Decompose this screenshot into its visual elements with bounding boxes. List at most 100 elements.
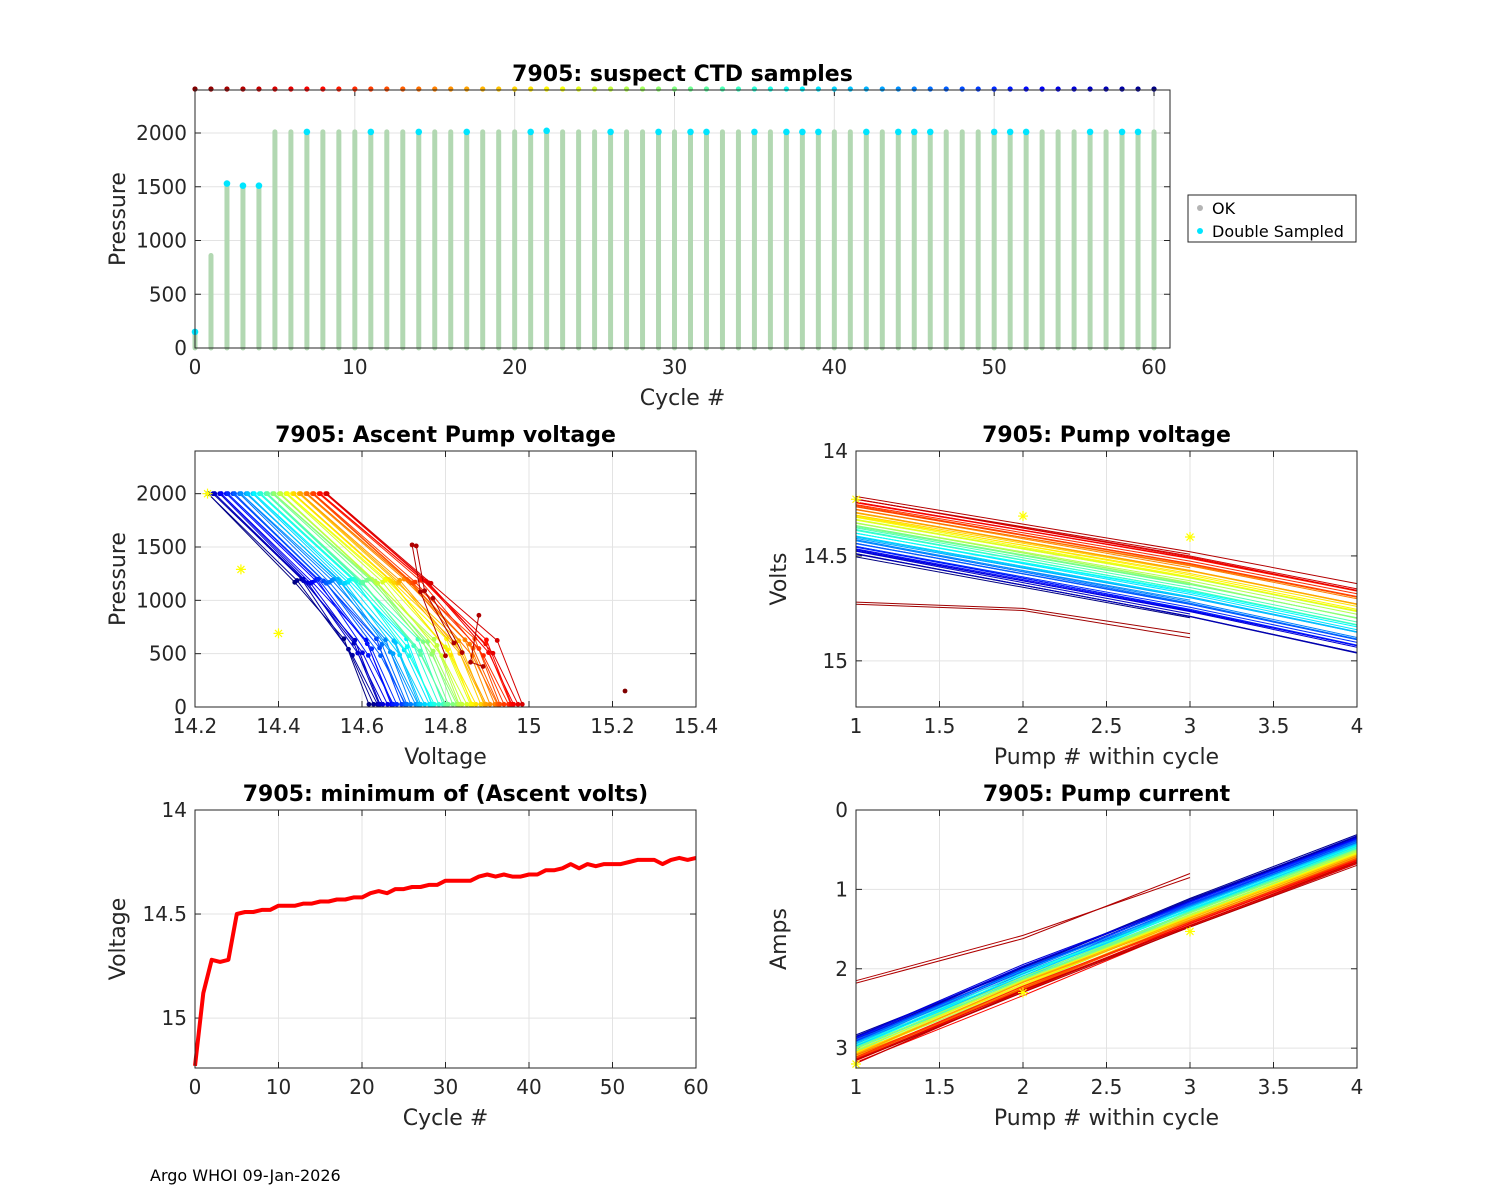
cycle-marker-5 <box>272 86 278 92</box>
ascent-series-58 <box>212 493 378 705</box>
ascent-series-59 <box>207 493 374 705</box>
y-tick-label: 14 <box>162 798 187 822</box>
y-tick-label: 15 <box>823 649 848 673</box>
ascent-point <box>468 659 473 665</box>
ascent-point <box>422 701 428 707</box>
cycle-marker-21 <box>528 86 534 92</box>
ascent-series-45 <box>240 493 412 705</box>
x-axis-label: Voltage <box>404 745 487 770</box>
axes-ascent: 14.2 14.4 14.6 14.8 15 15.2 15.4 0 500 1000 1500 20… <box>106 423 718 770</box>
cycle-marker-26 <box>607 86 614 92</box>
cycle-marker-54 <box>1055 86 1061 92</box>
pumpv-series-2 <box>855 601 1191 635</box>
x-tick-label: 30 <box>662 355 687 379</box>
x-tick-label: 30 <box>433 1075 458 1099</box>
ascent-point <box>350 652 355 658</box>
pumpv-series-23 <box>855 516 1358 612</box>
x-tick-label: 2.5 <box>1091 1075 1123 1099</box>
cycle-marker-28 <box>639 86 646 92</box>
chart-title: 7905: Pump voltage <box>982 423 1231 448</box>
ascent-point <box>501 701 507 707</box>
x-tick-label: 4 <box>1351 714 1364 738</box>
cycle-marker-47 <box>943 86 949 92</box>
x-tick-label: 40 <box>516 1075 541 1099</box>
pumpv-series-56 <box>855 550 1191 615</box>
axes-ctd: 0 10 20 30 40 50 60 0 500 1000 1500 2000 7905: suspe… <box>106 62 1171 411</box>
axes-frame <box>855 809 1358 1069</box>
ascent-point <box>515 701 521 707</box>
ascent-point <box>406 653 412 659</box>
cycle-marker-16 <box>448 86 454 92</box>
cycle-marker-50 <box>991 86 997 92</box>
x-axis-label: Pump # within cycle <box>994 745 1219 770</box>
pumpv-series-4 <box>855 498 1191 555</box>
y-tick-label: 500 <box>149 282 187 306</box>
footer-text: Argo WHOI 09-Jan-2026 <box>150 1166 341 1185</box>
legend-label-1: Double Sampled <box>1212 222 1344 241</box>
axes-minv: 0 10 20 30 40 50 60 14 14.5 15 7905: minimum of (A… <box>106 782 709 1131</box>
y-axis-label: Voltage <box>106 898 131 981</box>
data-layer-pumpv <box>851 494 1358 654</box>
ascent-series-11 <box>313 493 505 705</box>
ascent-point <box>487 701 493 707</box>
pumpv-series-20 <box>855 514 1191 573</box>
y-tick-label: 0 <box>174 695 187 719</box>
ascent-point <box>430 648 436 654</box>
x-axis-label: Pump # within cycle <box>994 1106 1219 1131</box>
cycle-marker-51 <box>1007 86 1013 92</box>
x-axis-label: Cycle # <box>403 1106 489 1131</box>
ascent-series-10 <box>318 493 509 705</box>
ascent-point <box>285 491 290 497</box>
cycle-marker-41 <box>847 86 853 92</box>
ascent-point <box>443 653 448 659</box>
ascent-series-7 <box>325 493 515 705</box>
pumpc-series-3 <box>855 864 1358 1061</box>
ascent-series-26 <box>280 493 463 705</box>
ascent-point <box>251 491 257 497</box>
x-tick-label: 20 <box>502 355 527 379</box>
cycle-marker-19 <box>496 86 502 92</box>
pumpv-series-46 <box>855 540 1358 640</box>
ascent-point <box>394 701 400 707</box>
ascent-series-24 <box>286 493 471 705</box>
cycle-marker-37 <box>783 86 789 92</box>
double-sampled-point <box>239 182 247 189</box>
x-tick-label: 2 <box>1017 714 1030 738</box>
ascent-series-16 <box>305 493 491 705</box>
ascent-series-4 <box>432 597 463 653</box>
double-sampled-point <box>894 128 902 136</box>
ascent-point <box>412 579 418 585</box>
cycle-marker-44 <box>895 86 901 92</box>
ascent-point <box>418 701 424 707</box>
minimum-marker <box>273 628 284 639</box>
y-axis-label: Pressure <box>106 172 131 266</box>
double-sampled-point <box>543 127 550 135</box>
minimum-marker <box>202 488 213 499</box>
cycle-marker-12 <box>384 86 390 92</box>
cycle-marker-27 <box>623 86 630 92</box>
x-tick-label: 0 <box>189 355 202 379</box>
ascent-series-55 <box>219 493 384 705</box>
y-tick-label: 3 <box>835 1036 848 1060</box>
ascent-point <box>436 701 442 707</box>
maximum-marker <box>1018 987 1028 998</box>
double-sampled-point <box>655 128 662 136</box>
cycle-marker-20 <box>512 86 518 92</box>
y-tick-label: 2 <box>835 957 848 981</box>
ascent-point <box>371 701 376 707</box>
ascent-series-29 <box>273 493 458 705</box>
cycle-marker-4 <box>256 86 262 92</box>
cycle-marker-58 <box>1119 86 1125 92</box>
cycle-marker-1 <box>208 86 214 92</box>
ascent-point <box>481 653 486 658</box>
legend-marker-0 <box>1197 205 1203 211</box>
double-sampled-point <box>223 180 231 187</box>
axes-pumpc: 1 1.5 2 2.5 3 3.5 4 0 1 2 3 7905: Pump current Pump … <box>767 782 1363 1131</box>
double-sampled-point <box>1022 128 1030 136</box>
pumpv-series-60 <box>855 556 1191 619</box>
pumpv-series-33 <box>855 527 1358 623</box>
ascent-point <box>311 491 317 497</box>
x-tick-label: 14.8 <box>423 714 468 738</box>
ascent-series-44 <box>240 493 416 705</box>
ascent-series-38 <box>254 493 433 705</box>
